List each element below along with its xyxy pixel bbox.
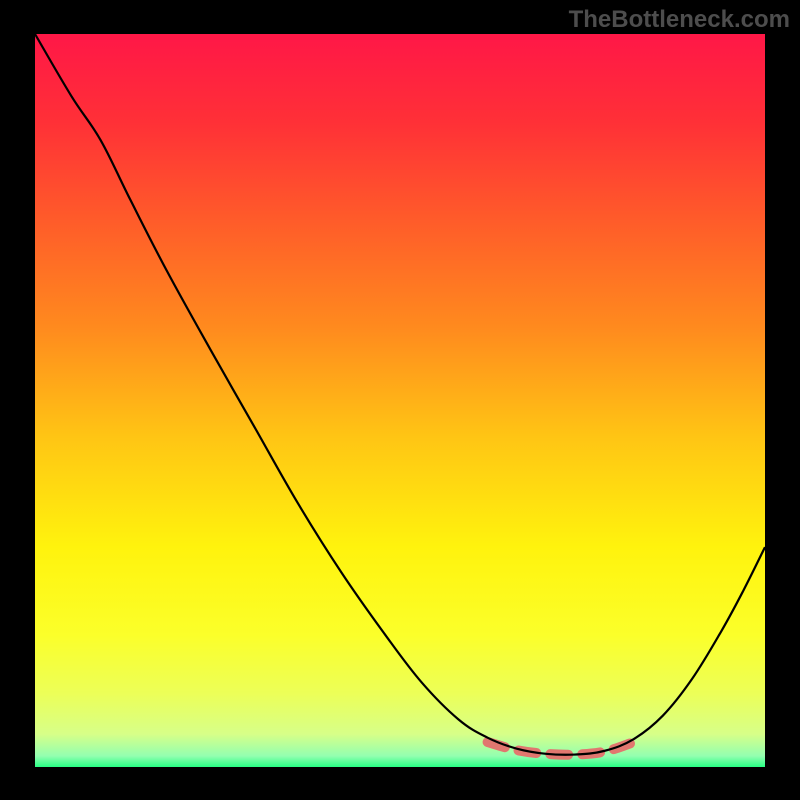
plot-background <box>35 34 765 767</box>
watermark-text: TheBottleneck.com <box>569 6 790 34</box>
chart-container: TheBottleneck.com <box>0 0 800 800</box>
chart-svg <box>0 0 800 800</box>
